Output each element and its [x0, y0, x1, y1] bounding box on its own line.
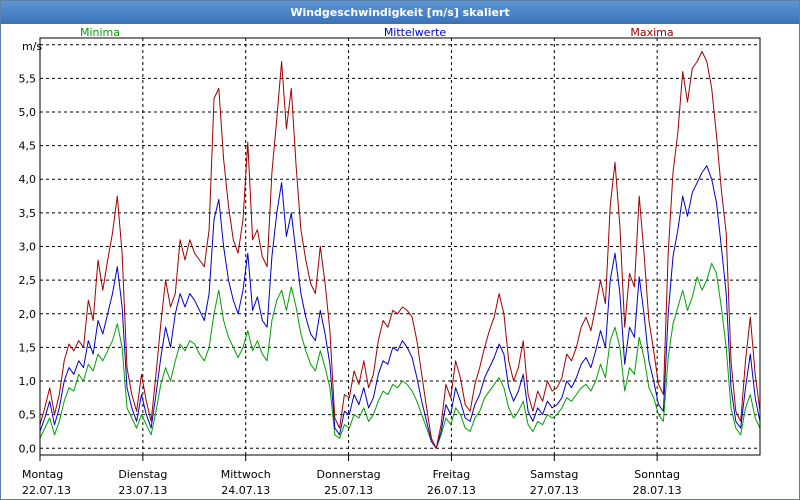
day-name-label: Samstag	[530, 468, 578, 481]
y-tick-label: 2,5	[19, 274, 37, 287]
y-tick-label: 5,5	[19, 72, 37, 85]
y-tick-label: 5,0	[19, 106, 37, 119]
day-name-label: Donnerstag	[316, 468, 380, 481]
y-axis: 0,0 0,5 1,0 1,5 2,0 2,5 3,0 3,5 4,0 4,5 5,0 5,5 m/s	[19, 40, 43, 455]
day-date-label: 28.07.13	[633, 484, 682, 497]
legend: Minima Mittelwerte Maxima	[80, 26, 674, 39]
y-tick-label: 2,0	[19, 308, 37, 321]
day-name-label: Dienstag	[118, 468, 167, 481]
series-line-mittelwerte	[39, 165, 761, 449]
legend-label-maxima: Maxima	[630, 26, 673, 39]
series-line-minima	[39, 262, 761, 449]
day-date-label: 27.07.13	[530, 484, 579, 497]
plot-frame	[39, 37, 761, 456]
grid-lines	[40, 38, 760, 455]
day-date-label: 25.07.13	[324, 484, 373, 497]
legend-label-minima: Minima	[80, 26, 120, 39]
y-tick-label: 4,0	[19, 173, 37, 186]
series-line-maxima	[39, 51, 761, 449]
legend-label-mittelwerte: Mittelwerte	[384, 26, 447, 39]
chart-title: Windgeschwindigkeit [m/s] skaliert	[1, 1, 799, 24]
y-tick-label: 3,0	[19, 241, 37, 254]
day-name-label: Freitag	[433, 468, 471, 481]
day-name-label: Sonntag	[634, 468, 680, 481]
day-date-label: 23.07.13	[118, 484, 167, 497]
day-name-label: Montag	[22, 468, 63, 481]
y-tick-label: 0,0	[19, 442, 37, 455]
series-lines	[39, 51, 761, 449]
y-axis-label: m/s	[22, 40, 42, 53]
y-tick-label: 4,5	[19, 140, 37, 153]
y-tick-label: 3,5	[19, 207, 37, 220]
day-name-label: Mittwoch	[221, 468, 271, 481]
y-tick-label: 1,0	[19, 375, 37, 388]
y-tick-label: 1,5	[19, 341, 37, 354]
x-axis: Montag 22.07.13 Dienstag 23.07.13 Mittwoch 24…	[22, 455, 682, 497]
day-date-label: 26.07.13	[427, 484, 476, 497]
y-tick-label: 0,5	[19, 409, 37, 422]
day-date-label: 22.07.13	[22, 484, 71, 497]
day-date-label: 24.07.13	[221, 484, 270, 497]
